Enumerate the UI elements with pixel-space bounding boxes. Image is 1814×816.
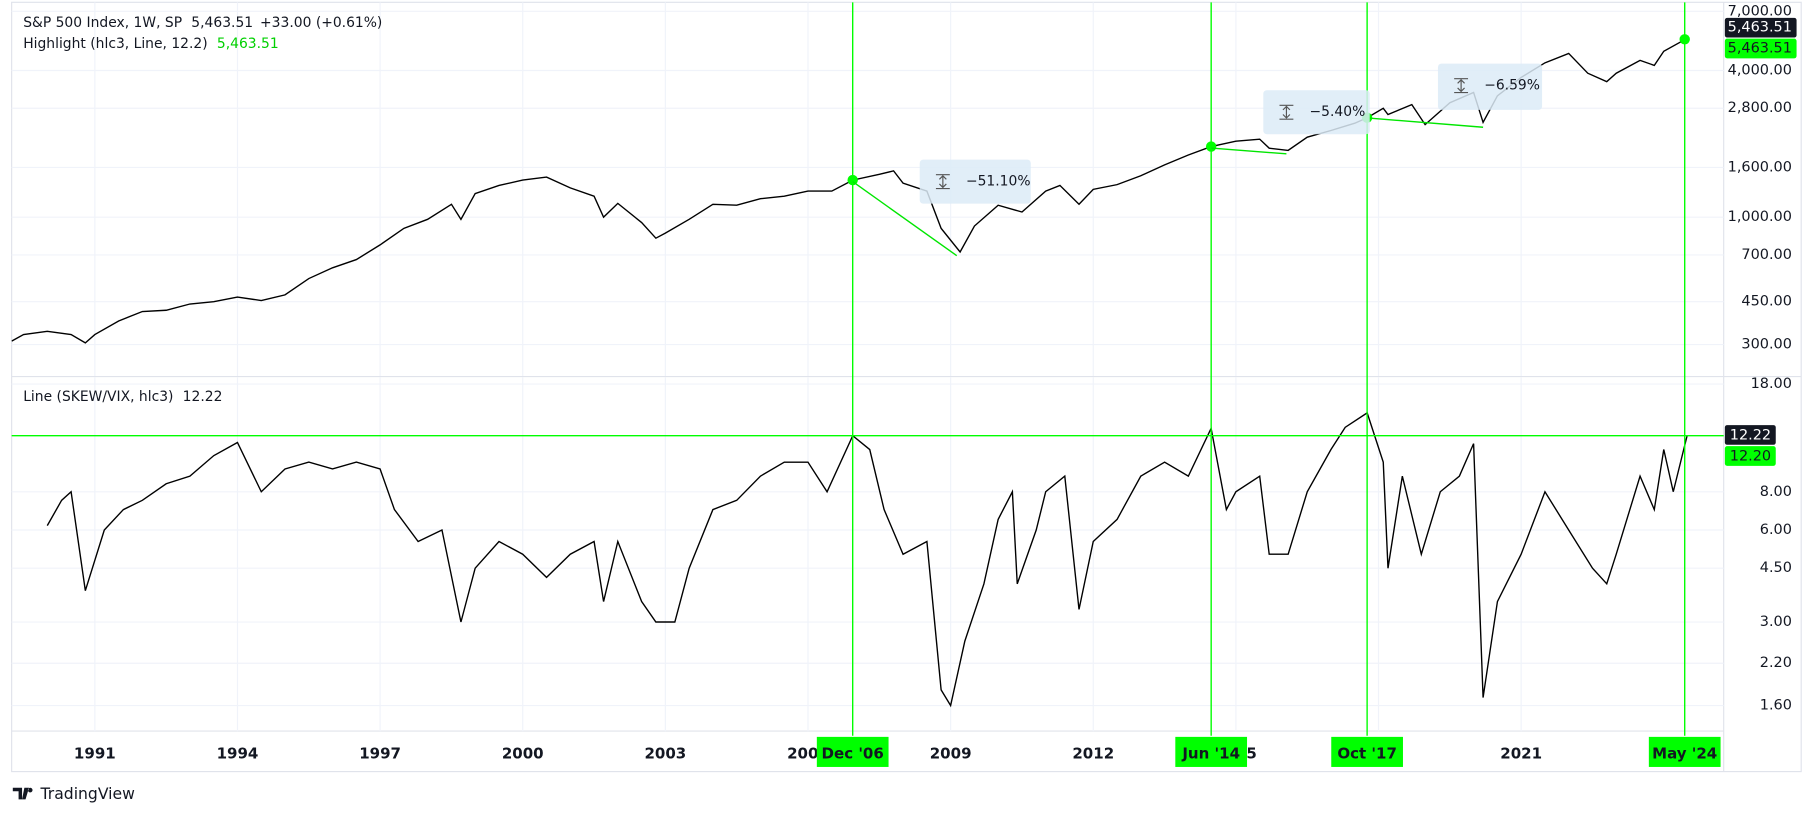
- legend-highlight-name: Highlight (hlc3, Line, 12.2): [23, 36, 207, 52]
- y-tick-label: 1,000.00: [1728, 209, 1792, 225]
- last-box: [1724, 17, 1797, 38]
- legend-ratio-name: Line (SKEW/VIX, hlc3): [23, 389, 173, 405]
- brand[interactable]: TradingView: [12, 785, 136, 803]
- x-tick-label: 2003: [644, 745, 686, 763]
- y-tick-label: 7,000.00: [1728, 3, 1792, 19]
- annotation-text: −6.59%: [1484, 78, 1540, 94]
- highlight-date-box: [1331, 736, 1403, 767]
- x-tick-label: 1994: [217, 745, 259, 763]
- x-tick-label: 2009: [930, 745, 972, 763]
- y-tick-label: 4.50: [1760, 560, 1792, 576]
- highlight-box: [1724, 38, 1797, 59]
- legend-ratio-value: 12.22: [183, 389, 223, 405]
- drawdown-lines: [852, 117, 1484, 257]
- y-tick-label: 1,600.00: [1728, 159, 1792, 175]
- frame: [11, 1, 1802, 773]
- y-tick-label: 450.00: [1741, 294, 1792, 310]
- annotation[interactable]: −6.59%: [1437, 63, 1543, 110]
- y-tick-label: 300.00: [1741, 337, 1792, 353]
- highlight-date-label: May '24: [1652, 745, 1717, 763]
- legend-symbol: S&P 500 Index, 1W, SP: [23, 15, 182, 31]
- highlight-label: 12.20: [1730, 449, 1771, 465]
- highlight-label: 5,463.51: [1728, 41, 1792, 57]
- highlight-date-box: [1175, 736, 1248, 767]
- highlight-date-label: Jun '14: [1181, 745, 1240, 763]
- legend-ratio: Line (SKEW/VIX, hlc3) 12.22: [23, 389, 222, 405]
- highlight-dot: [1679, 34, 1690, 45]
- highlight-date-label: Dec '06: [822, 745, 884, 763]
- annotation[interactable]: −51.10%: [919, 159, 1031, 204]
- x-tick-label: 1991: [74, 745, 116, 763]
- y-tick-label: 1.60: [1760, 698, 1792, 714]
- x-tick-label: 2000: [502, 745, 544, 763]
- legend-highlight-value: 5,463.51: [217, 36, 279, 52]
- legend-change: +33.00 (+0.61%): [260, 15, 382, 31]
- last-box: [1724, 425, 1776, 445]
- x-tick-label: 1997: [359, 745, 401, 763]
- annotation-text: −5.40%: [1310, 104, 1366, 120]
- legend-main: S&P 500 Index, 1W, SP 5,463.51 +33.00 (+0.…: [23, 15, 382, 31]
- y-tick-label: 2,800.00: [1728, 100, 1792, 116]
- y-tick-label: 2.20: [1760, 655, 1792, 671]
- y-tick-label: 4,000.00: [1728, 63, 1792, 79]
- x-tick-label: 2012: [1072, 745, 1114, 763]
- last-label: 5,463.51: [1728, 20, 1792, 36]
- highlight-date-box: [816, 736, 889, 767]
- highlight-box: [1724, 446, 1776, 466]
- annotation-text: −51.10%: [966, 174, 1031, 190]
- price-line: [46, 411, 1688, 708]
- x-tick-label: 2021: [1500, 745, 1542, 763]
- brand-text: TradingView: [40, 785, 136, 803]
- legend-highlight: Highlight (hlc3, Line, 12.2) 5,463.51: [23, 36, 278, 52]
- y-tick-label: 8.00: [1760, 484, 1792, 500]
- y-tick-label: 3.00: [1760, 614, 1792, 630]
- y-tick-label: 700.00: [1741, 247, 1792, 263]
- highlight-dot: [1205, 141, 1217, 152]
- y-tick-label: 18.00: [1751, 376, 1792, 392]
- highlight-date-label: Oct '17: [1337, 745, 1397, 763]
- y-tick-label: 6.00: [1760, 522, 1792, 538]
- annotation[interactable]: −5.40%: [1263, 90, 1370, 135]
- highlight-date-box: [1648, 736, 1721, 767]
- legend-price: 5,463.51: [191, 15, 253, 31]
- last-label: 12.22: [1730, 428, 1771, 444]
